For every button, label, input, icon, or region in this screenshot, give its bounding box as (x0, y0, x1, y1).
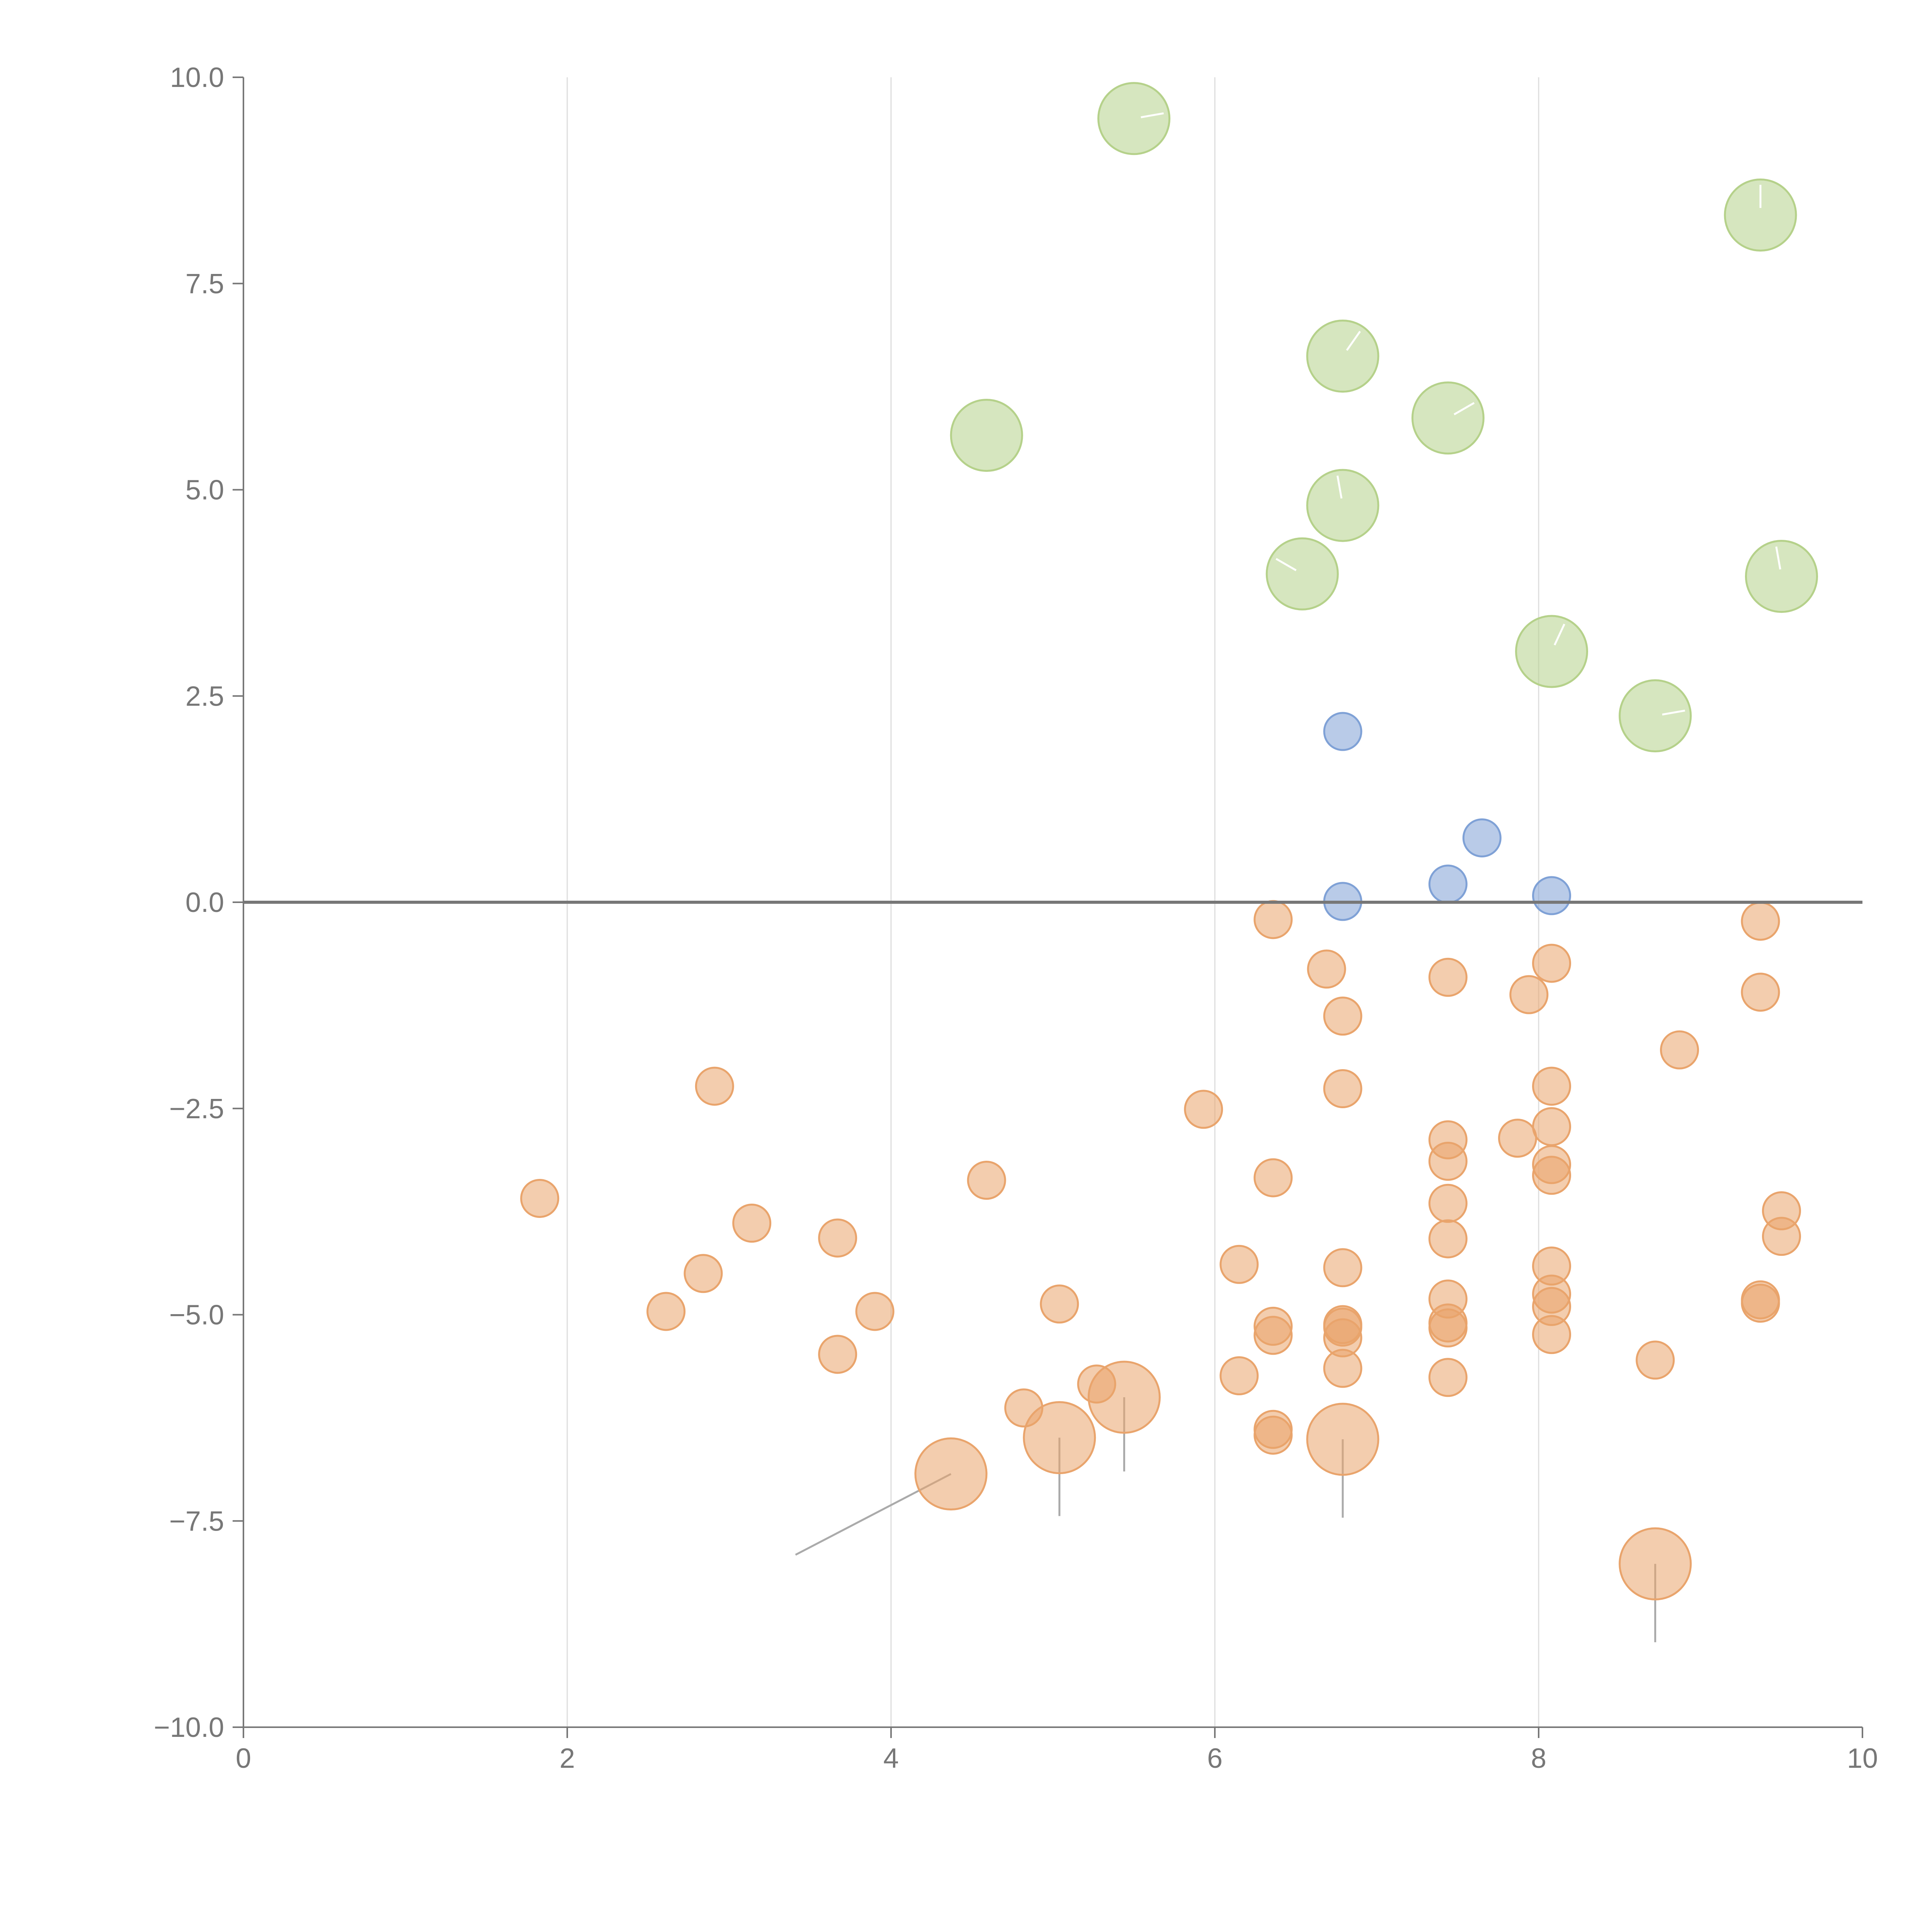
data-point-orange (1323, 1349, 1362, 1388)
bubble-pointer (1346, 331, 1361, 351)
data-point-orange (1762, 1217, 1801, 1256)
data-point-orange (967, 1160, 1006, 1200)
y-tick-label: 7.5 (185, 269, 224, 299)
data-point-orange (695, 1066, 734, 1106)
bubble-pointer (1141, 112, 1164, 119)
y-tick-label: 0.0 (185, 887, 224, 918)
data-point-blue (1323, 712, 1362, 751)
data-point-green (1097, 82, 1170, 155)
data-point-orange (1532, 1066, 1571, 1106)
y-tick-label: −10.0 (154, 1712, 224, 1743)
data-point-orange (855, 1292, 895, 1331)
data-point-orange (1509, 975, 1549, 1014)
bubble-pointer (1662, 709, 1685, 716)
data-point-orange (1532, 1156, 1571, 1195)
bubble-pointers (1141, 112, 1781, 716)
data-point-orange (1428, 957, 1468, 997)
data-point-orange (1498, 1119, 1537, 1158)
y-tick-label: 10.0 (170, 62, 224, 93)
data-point-orange (1323, 997, 1362, 1036)
data-point-blue (1462, 818, 1502, 857)
data-point-orange-highlight (1023, 1401, 1096, 1475)
data-point-orange-highlight (1306, 1403, 1379, 1476)
data-point-orange (1040, 1284, 1079, 1324)
data-points (520, 82, 1818, 1600)
data-point-orange (1307, 949, 1346, 989)
data-point-orange (1428, 1358, 1468, 1397)
data-point-orange-highlight (914, 1437, 988, 1511)
data-point-orange (1532, 944, 1571, 983)
data-point-orange (1323, 1248, 1362, 1287)
data-point-orange (1741, 901, 1780, 941)
bubble-pointer (1554, 624, 1565, 646)
y-tick-label: −7.5 (169, 1506, 224, 1537)
data-point-orange (1741, 973, 1780, 1012)
bubble-pointer (1454, 402, 1475, 415)
data-point-green (1724, 179, 1797, 252)
bubble-pointer (1276, 558, 1297, 571)
data-point-orange (1660, 1030, 1699, 1070)
data-point-orange (732, 1204, 772, 1243)
data-point-orange (1741, 1284, 1780, 1323)
data-point-orange (1219, 1245, 1259, 1284)
data-point-orange (520, 1179, 560, 1218)
tick-labels: 0 2 4 6 8 10 10.0 7.5 5.0 2.5 0.0 −2.5 −5.0 −7.5 −10.0 (154, 62, 1878, 1774)
data-point-blue (1532, 876, 1571, 915)
x-tick-label: 2 (560, 1743, 575, 1774)
x-tick-label: 4 (883, 1743, 899, 1774)
bubble-pointer (1336, 475, 1343, 499)
data-point-green (1265, 537, 1339, 611)
x-tick-label: 6 (1207, 1743, 1223, 1774)
data-point-green (1306, 469, 1379, 542)
data-point-orange-highlight (1619, 1527, 1692, 1600)
y-tick-label: 5.0 (185, 475, 224, 506)
data-point-orange (1428, 1219, 1468, 1259)
leader-lines (795, 1397, 1656, 1643)
data-point-orange (1253, 1415, 1293, 1455)
data-point-blue (1428, 864, 1468, 904)
data-point-orange (818, 1218, 857, 1258)
bubble-pointer (1775, 546, 1781, 570)
data-point-orange (1184, 1090, 1223, 1129)
data-point-orange (1219, 1356, 1259, 1395)
y-tick-label: 2.5 (185, 681, 224, 712)
data-point-green (1411, 381, 1485, 455)
data-point-orange (1428, 1308, 1468, 1348)
data-point-orange (684, 1254, 723, 1293)
data-point-green (950, 399, 1023, 472)
data-point-orange (1532, 1315, 1571, 1354)
data-point-orange (1323, 1069, 1362, 1109)
data-point-green (1745, 540, 1818, 613)
x-tick-label: 10 (1847, 1743, 1878, 1774)
data-point-orange (1636, 1340, 1675, 1380)
data-point-green (1515, 615, 1588, 688)
x-tick-label: 8 (1531, 1743, 1546, 1774)
data-point-orange-highlight (1087, 1361, 1161, 1434)
y-tick-label: −5.0 (169, 1300, 224, 1331)
data-point-orange (646, 1292, 686, 1331)
data-point-green (1306, 320, 1379, 393)
x-tick-label: 0 (236, 1743, 251, 1774)
data-point-green (1619, 679, 1692, 752)
data-point-orange (1253, 900, 1293, 939)
data-point-orange (1253, 1158, 1293, 1197)
data-point-orange (1428, 1184, 1468, 1223)
data-point-orange (1532, 1107, 1571, 1146)
data-point-orange (1428, 1141, 1468, 1181)
data-point-orange (818, 1335, 857, 1374)
data-point-orange (1253, 1316, 1293, 1355)
y-tick-label: −2.5 (169, 1094, 224, 1124)
